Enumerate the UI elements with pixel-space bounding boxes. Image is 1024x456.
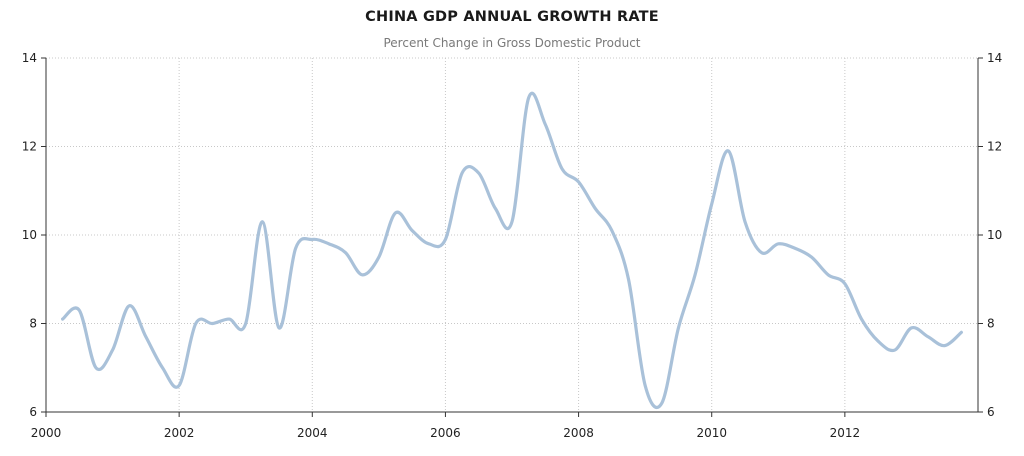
y-tick-label-left: 12 (22, 140, 37, 154)
chart-title: CHINA GDP ANNUAL GROWTH RATE (365, 9, 659, 25)
y-tick-label-right: 10 (987, 228, 1002, 242)
y-tick-label-left: 14 (22, 51, 37, 65)
x-tick-label: 2006 (430, 426, 461, 440)
x-tick-label: 2010 (696, 426, 727, 440)
y-tick-label-right: 14 (987, 51, 1002, 65)
x-tick-label: 2002 (164, 426, 195, 440)
x-tick-label: 2000 (31, 426, 62, 440)
y-tick-label-left: 10 (22, 228, 37, 242)
chart-subtitle: Percent Change in Gross Domestic Product (383, 36, 641, 50)
y-tick-label-left: 6 (29, 405, 37, 419)
y-tick-label-right: 8 (987, 317, 995, 331)
x-tick-label: 2008 (563, 426, 594, 440)
y-tick-label-right: 6 (987, 405, 995, 419)
y-tick-label-right: 12 (987, 140, 1002, 154)
series-line (61, 91, 963, 409)
x-tick-label: 2004 (297, 426, 328, 440)
x-tick-label: 2012 (830, 426, 861, 440)
y-tick-label-left: 8 (29, 317, 37, 331)
